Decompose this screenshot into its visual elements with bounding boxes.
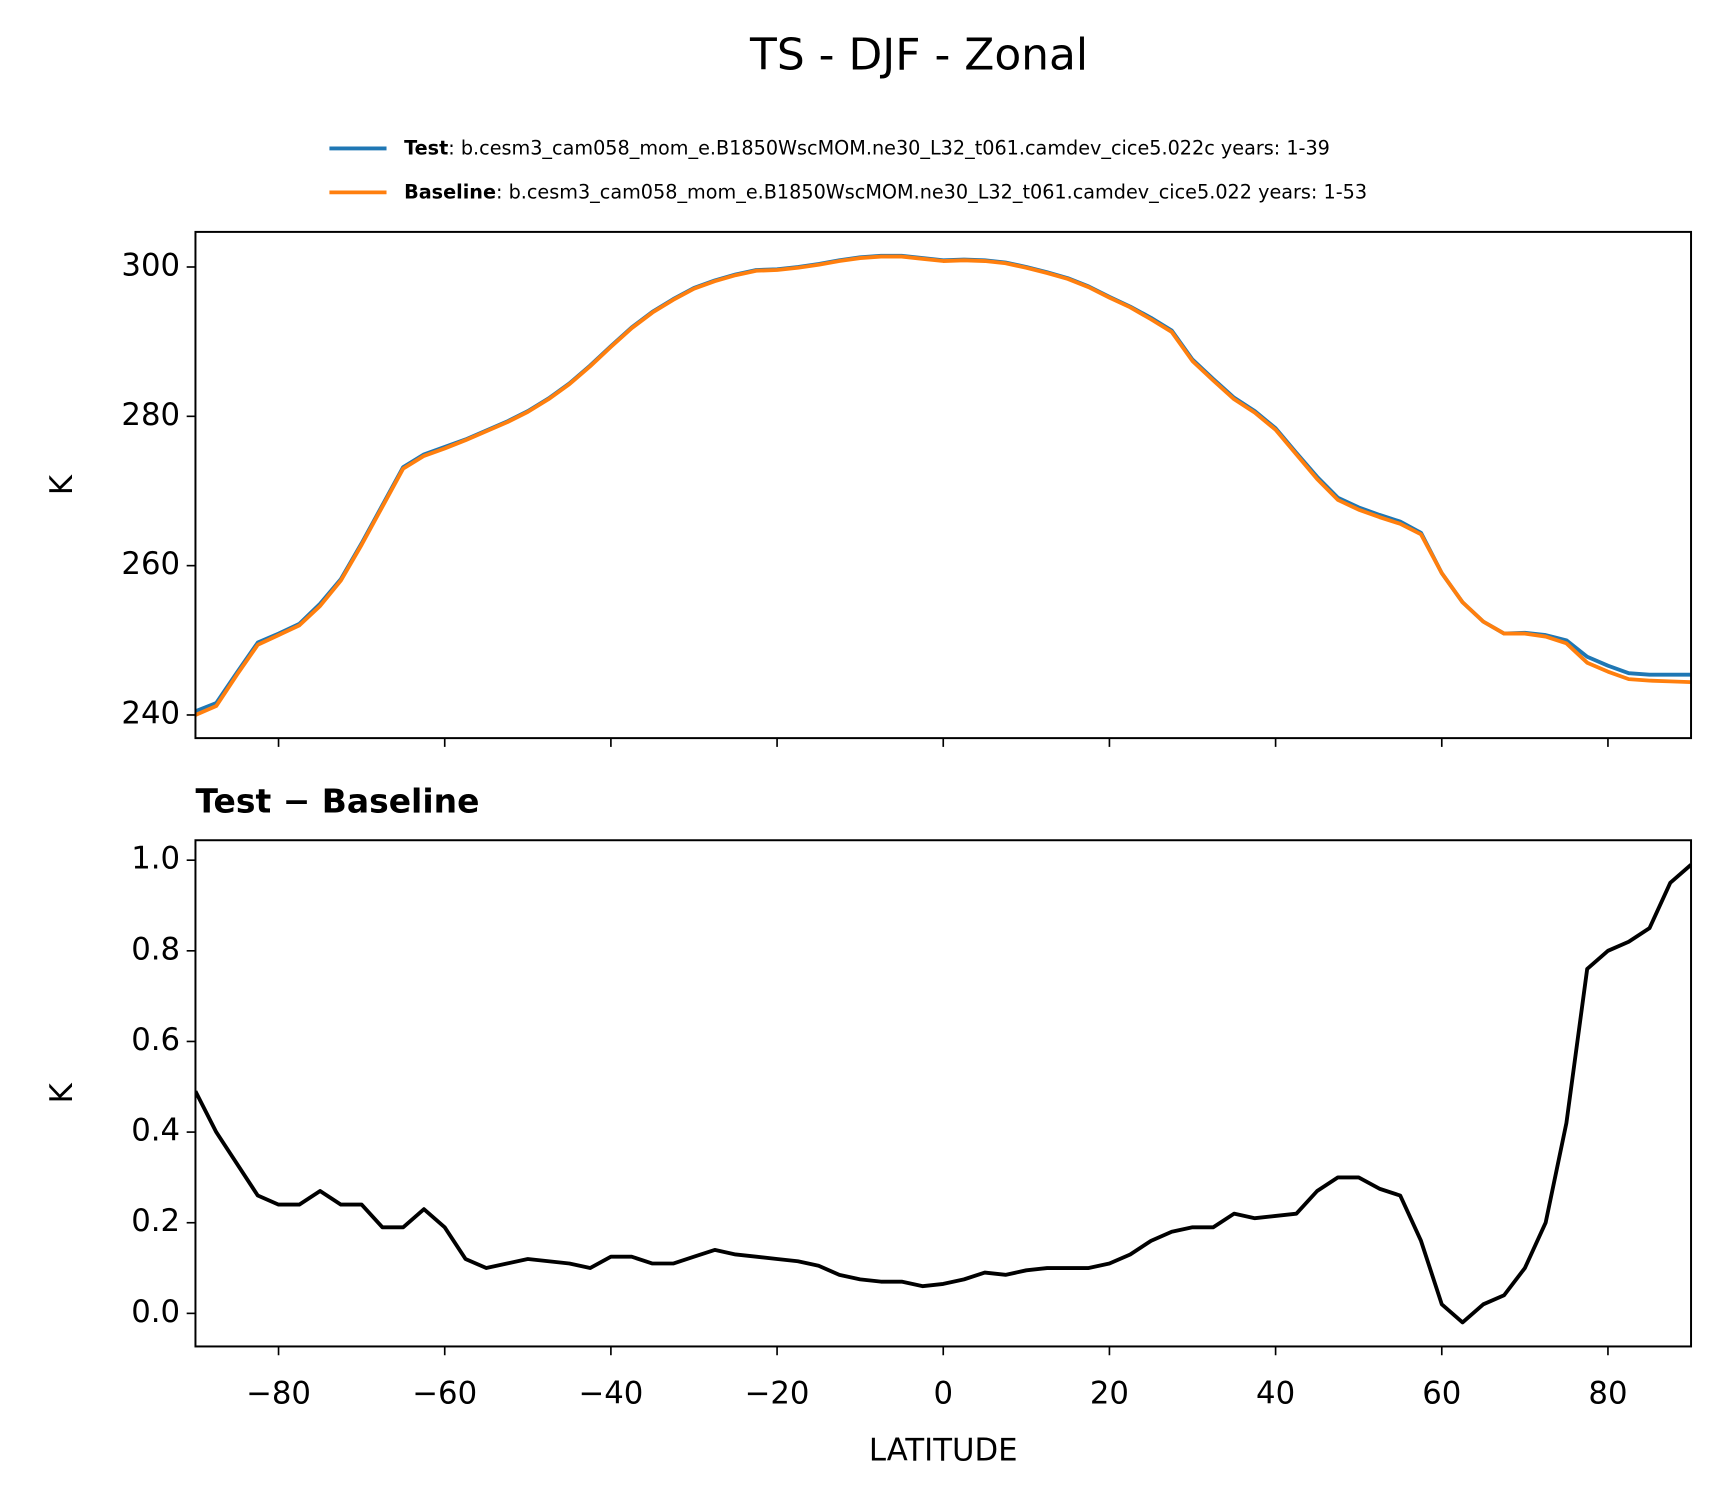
y-tick-label: 0.8: [131, 931, 180, 967]
x-tick-label: 20: [1090, 1375, 1129, 1411]
x-tick-label: 80: [1588, 1375, 1627, 1411]
y-axis-label: K: [44, 1082, 80, 1103]
legend-name: Baseline: [404, 180, 496, 203]
plot-frame: [194, 230, 1693, 740]
series-line: [195, 863, 1692, 1325]
legend-name: Test: [404, 136, 448, 159]
y-tick-label: 0.0: [131, 1294, 180, 1330]
y-tick-label: 240: [121, 695, 180, 731]
legend-entry: Baseline: b.cesm3_cam058_mom_e.B1850WscM…: [404, 180, 1367, 203]
legend-description: : b.cesm3_cam058_mom_e.B1850WscMOM.ne30_…: [448, 136, 1330, 159]
y-tick-label: 0.4: [131, 1113, 180, 1149]
y-axis-label: K: [44, 474, 80, 495]
x-tick-label: −20: [745, 1375, 810, 1411]
legend-description: : b.cesm3_cam058_mom_e.B1850WscMOM.ne30_…: [496, 180, 1367, 203]
y-tick-label: 0.2: [131, 1203, 180, 1239]
y-tick-label: 300: [121, 247, 180, 283]
x-tick-label: 0: [933, 1375, 953, 1411]
series-line: [195, 253, 1692, 714]
series-line: [195, 254, 1692, 717]
legend-entry: Test: b.cesm3_cam058_mom_e.B1850WscMOM.n…: [404, 136, 1330, 159]
x-tick-label: −60: [412, 1375, 477, 1411]
y-tick-label: 0.6: [131, 1022, 180, 1058]
x-tick-label: −40: [578, 1375, 643, 1411]
y-tick-label: 280: [121, 397, 180, 433]
x-axis-label: LATITUDE: [869, 1432, 1018, 1468]
y-tick-label: 1.0: [131, 841, 180, 877]
chart-title: TS - DJF - Zonal: [749, 29, 1088, 80]
plot-frame: [194, 839, 1693, 1348]
subplot-title: Test − Baseline: [195, 781, 479, 820]
x-tick-label: −80: [246, 1375, 311, 1411]
x-tick-label: 60: [1422, 1375, 1461, 1411]
y-tick-label: 260: [121, 546, 180, 582]
x-tick-label: 40: [1256, 1375, 1295, 1411]
